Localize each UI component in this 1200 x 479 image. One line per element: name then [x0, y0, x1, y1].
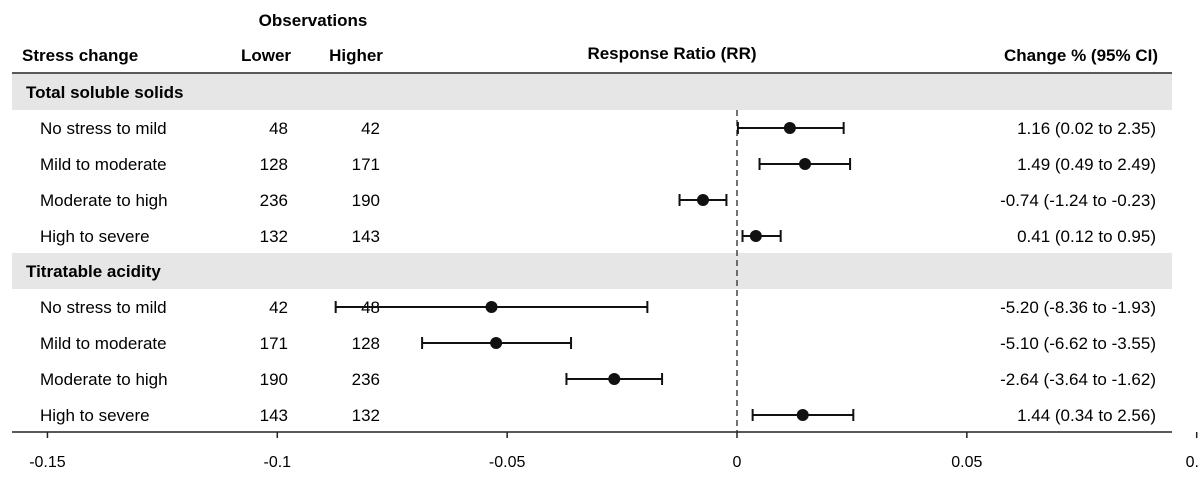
rr-point — [799, 158, 812, 170]
observations-higher: 236 — [352, 370, 380, 389]
x-tick-label: 0.05 — [951, 454, 982, 471]
observations-higher: 42 — [361, 119, 380, 138]
change-percent-value: -5.10 (-6.62 to -3.55) — [1000, 334, 1156, 353]
observations-higher: 143 — [352, 227, 380, 246]
rr-point — [749, 230, 762, 242]
x-axis-ticks: -0.15 -0.1 -0.05 0 0.05 0.1 — [29, 432, 1200, 471]
rows-layer: No stress to mild 48 42 1.16 (0.02 to 2.35)… — [40, 119, 1156, 425]
change-percent-header: Change % (95% CI) — [1004, 46, 1158, 65]
row-label: No stress to mild — [40, 298, 167, 317]
group-label-total-soluble-solids: Total soluble solids — [26, 83, 183, 102]
row-label: High to severe — [40, 406, 150, 425]
change-percent-value: -5.20 (-8.36 to -1.93) — [1000, 298, 1156, 317]
observations-lower: 48 — [269, 119, 288, 138]
change-percent-value: 1.49 (0.49 to 2.49) — [1017, 155, 1156, 174]
response-ratio-header: Response Ratio (RR) — [587, 44, 756, 63]
row-label: Mild to moderate — [40, 155, 167, 174]
rr-point — [485, 301, 498, 313]
group-band-titratable-acidity — [12, 253, 1172, 289]
observations-higher: 128 — [352, 334, 380, 353]
rr-point — [490, 337, 503, 349]
row-label: Mild to moderate — [40, 334, 167, 353]
x-tick-label: 0 — [733, 454, 742, 471]
observations-lower: 42 — [269, 298, 288, 317]
group-band-total-soluble-solids — [12, 74, 1172, 110]
change-percent-value: 0.41 (0.12 to 0.95) — [1017, 227, 1156, 246]
rr-point — [783, 122, 796, 134]
change-percent-value: -0.74 (-1.24 to -0.23) — [1000, 191, 1156, 210]
change-percent-value: -2.64 (-3.64 to -1.62) — [1000, 370, 1156, 389]
row-label: Moderate to high — [40, 191, 168, 210]
change-percent-value: 1.16 (0.02 to 2.35) — [1017, 119, 1156, 138]
rr-point — [696, 194, 709, 206]
rr-point — [608, 373, 621, 385]
x-tick-label: -0.15 — [29, 454, 66, 471]
stress-change-header: Stress change — [22, 46, 138, 65]
x-tick-label: -0.1 — [264, 454, 292, 471]
observations-lower: 190 — [260, 370, 288, 389]
observations-lower: 171 — [260, 334, 288, 353]
lower-header: Lower — [241, 46, 291, 65]
rr-point — [796, 409, 809, 421]
row-label: High to severe — [40, 227, 150, 246]
higher-header: Higher — [329, 46, 383, 65]
x-tick-label: -0.05 — [489, 454, 526, 471]
observations-lower: 128 — [260, 155, 288, 174]
row-label: Moderate to high — [40, 370, 168, 389]
observations-header: Observations — [259, 11, 368, 30]
observations-lower: 236 — [260, 191, 288, 210]
observations-lower: 143 — [260, 406, 288, 425]
x-tick-label: 0.1 — [1186, 454, 1200, 471]
row-label: No stress to mild — [40, 119, 167, 138]
observations-higher: 132 — [352, 406, 380, 425]
observations-lower: 132 — [260, 227, 288, 246]
observations-higher: 190 — [352, 191, 380, 210]
observations-higher: 171 — [352, 155, 380, 174]
group-label-titratable-acidity: Titratable acidity — [26, 262, 161, 281]
change-percent-value: 1.44 (0.34 to 2.56) — [1017, 406, 1156, 425]
